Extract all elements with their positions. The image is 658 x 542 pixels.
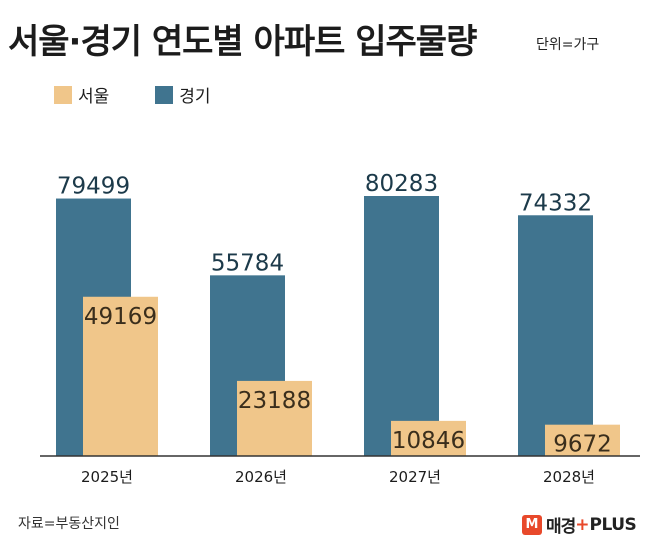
legend-label-seoul: 서울 xyxy=(78,87,110,107)
source-note: 자료=부동산지인 xyxy=(18,516,120,532)
data-label-gyeonggi-0: 79499 xyxy=(57,174,130,200)
x-tick-label-1: 2026년 xyxy=(235,468,287,486)
bar-seoul-0 xyxy=(83,296,158,456)
bar-seoul-1 xyxy=(237,380,312,456)
data-label-seoul-2: 10846 xyxy=(392,428,465,454)
brand-plus: PLUS xyxy=(589,514,637,535)
bar-seoul-2 xyxy=(391,420,466,456)
brand-logo: M 매경 + PLUS xyxy=(522,512,637,537)
bar-gyeonggi-3 xyxy=(518,215,593,456)
data-label-gyeonggi-1: 55784 xyxy=(211,250,284,276)
chart-title: 서울·경기 연도별 아파트 입주물량 xyxy=(8,22,477,62)
data-label-gyeonggi-3: 74332 xyxy=(519,190,592,216)
data-label-seoul-1: 23188 xyxy=(238,388,311,414)
legend-item-gyeonggi: 경기 xyxy=(155,82,211,107)
x-tick-label-3: 2028년 xyxy=(543,468,595,486)
legend-item-seoul: 서울 xyxy=(54,82,109,107)
data-label-seoul-0: 49169 xyxy=(84,304,157,330)
brand-name: 매경 xyxy=(546,517,576,537)
legend-swatch-gyeonggi xyxy=(155,85,174,104)
legend-swatch-seoul xyxy=(54,85,72,104)
bar-gyeonggi-2 xyxy=(364,196,439,456)
brand-m-icon: M xyxy=(522,514,542,535)
legend-label-gyeonggi: 경기 xyxy=(179,87,211,107)
brand-plus-mark: + xyxy=(575,514,590,535)
legend: 서울 경기 xyxy=(54,82,257,107)
x-tick-label-0: 2025년 xyxy=(81,468,133,486)
data-label-seoul-3: 9672 xyxy=(553,432,612,458)
data-label-gyeonggi-2: 80283 xyxy=(365,171,438,197)
x-tick-label-2: 2027년 xyxy=(389,468,441,486)
unit-label: 단위=가구 xyxy=(536,37,600,53)
bar-chart: 79499 49169 2025년 55784 23188 2026년 80283 10846… xyxy=(40,171,640,486)
bar-seoul-3 xyxy=(545,424,620,456)
